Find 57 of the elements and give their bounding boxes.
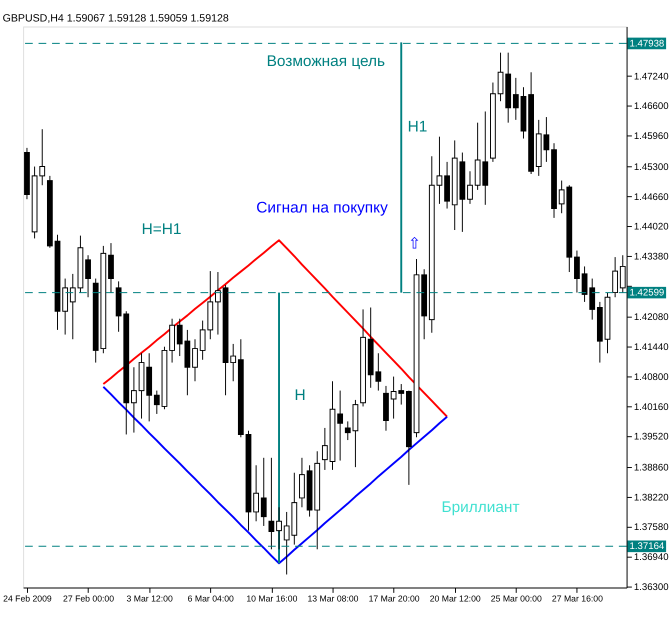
x-tick-label: 25 Mar 00:00 [490, 594, 542, 604]
candlestick [108, 242, 114, 294]
y-tick-label: 1.40800 [634, 372, 669, 383]
y-tick-label: 1.36300 [634, 582, 669, 593]
candlestick [39, 128, 46, 186]
candlestick [512, 77, 519, 120]
y-tick-label: 1.41440 [634, 342, 669, 354]
y-tick-label: 1.42080 [634, 312, 669, 324]
candlestick [260, 457, 267, 526]
y-tick-label: 1.38860 [634, 462, 669, 474]
y-tick-label: 1.44020 [634, 222, 669, 233]
x-tick-label: 17 Mar 20:00 [368, 594, 420, 604]
annotation: H1 [408, 118, 428, 136]
annotation: Бриллиант [441, 498, 520, 516]
y-tick-label: 1.45300 [634, 162, 669, 173]
x-tick-label: 10 Mar 16:00 [246, 594, 298, 604]
annotation: ⇧ [408, 235, 422, 252]
line-series [102, 239, 448, 418]
annotation: Возможная цель [266, 52, 386, 70]
x-tick-label: 27 Feb 00:00 [63, 594, 114, 604]
x-tick-label: 24 Feb 2009 [3, 594, 52, 604]
candlestick [558, 180, 565, 214]
candlestick [70, 273, 76, 340]
candlestick [176, 318, 183, 357]
candlestick [375, 352, 382, 392]
ref-line-label: 1.37164 [629, 541, 665, 552]
y-tick-label: 1.36940 [634, 552, 669, 564]
x-tick-label: 3 Mar 12:00 [126, 594, 173, 604]
candlestick [230, 343, 236, 382]
candlestick [200, 320, 206, 360]
candlestick [589, 278, 596, 320]
y-tick-label: 1.44660 [634, 192, 669, 203]
annotation: H [294, 386, 306, 404]
candlestick [154, 390, 160, 414]
annotation: Сигнал на покупку [256, 200, 388, 217]
x-tick-label: 20 Mar 12:00 [430, 594, 481, 604]
y-tick-label: 1.45960 [634, 131, 669, 142]
y-tick-label: 1.38220 [634, 492, 669, 504]
candlestick [62, 278, 68, 336]
candlestick [344, 420, 351, 441]
chart-title: GBPUSD,H4 1.59067 1.59128 1.59059 1.59128 [2, 12, 229, 25]
ref-line-label: 1.47938 [629, 38, 664, 50]
y-tick-label: 1.37580 [634, 522, 669, 534]
x-tick-label: 27 Mar 16:00 [552, 594, 604, 604]
annotation: H=H1 [142, 221, 182, 238]
y-tick-label: 1.43380 [634, 252, 669, 263]
x-tick-label: 13 Mar 08:00 [307, 594, 359, 604]
y-tick-label: 1.47240 [634, 71, 669, 82]
candlestick [482, 110, 488, 206]
ref-line-label: 1.42599 [629, 288, 664, 299]
candlestick [398, 384, 404, 406]
x-tick-label: 6 Mar 04:00 [188, 594, 234, 604]
y-tick-label: 1.46600 [634, 101, 669, 112]
candlestick [612, 256, 618, 298]
candlestick [284, 511, 290, 575]
y-tick-label: 1.40160 [634, 402, 669, 413]
y-tick-label: 1.39520 [634, 432, 669, 443]
